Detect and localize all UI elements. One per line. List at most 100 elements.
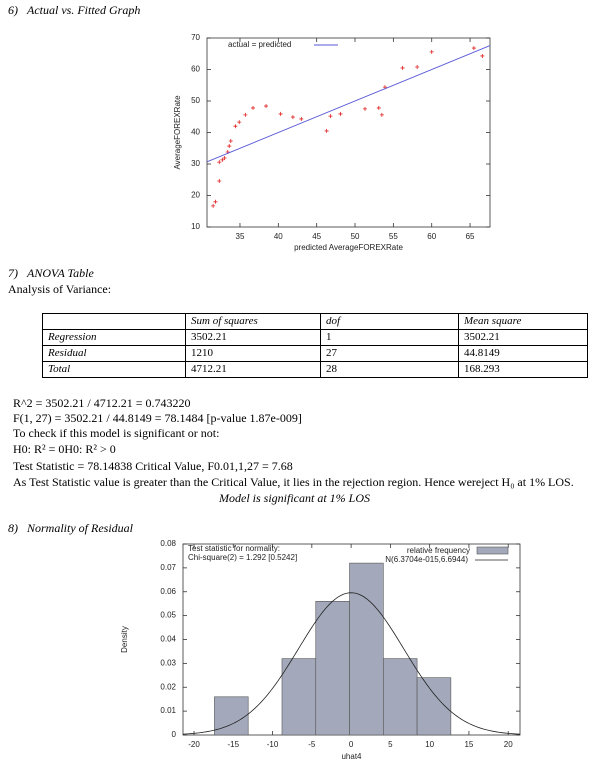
section-number: 6) <box>8 3 18 17</box>
header-cell: dof <box>320 313 459 330</box>
point <box>278 111 283 116</box>
legend-label: relative frequency <box>407 546 470 555</box>
cell: 27 <box>320 345 459 362</box>
legend-label: N(6.3704e-015,6.6944) <box>385 555 468 564</box>
x-tick-label: 0 <box>349 740 354 749</box>
point <box>227 144 232 149</box>
table-header: Sum of squares dof Mean square <box>42 313 588 330</box>
header-cell <box>42 313 186 330</box>
point <box>217 160 222 165</box>
y-axis-label: Density <box>120 626 129 653</box>
row-label: Residual <box>42 345 186 362</box>
cell: 1210 <box>185 345 321 362</box>
x-axis-label: predicted AverageFOREXRate <box>294 243 403 252</box>
bar <box>383 658 418 736</box>
point <box>243 112 248 117</box>
point <box>379 112 384 117</box>
note: F(1, 27) = 3502.21 / 44.8149 = 78.1484 [… <box>13 411 302 425</box>
note: H0: R² = 0H0: R² > 0 <box>13 442 116 456</box>
note: R^2 = 3502.21 / 4712.21 = 0.743220 <box>13 396 191 410</box>
x-tick-label: -10 <box>267 740 279 749</box>
section-number: 7) <box>8 266 18 280</box>
row-label: Regression <box>42 329 186 346</box>
y-tick-label: 0.07 <box>160 563 176 572</box>
y-tick-label: 0.08 <box>160 539 176 548</box>
y-tick-label: 70 <box>191 33 200 42</box>
y-tick-label: 0.06 <box>160 587 176 596</box>
y-tick-label: 10 <box>191 222 200 231</box>
bar <box>281 658 317 736</box>
note: To check if this model is significant or… <box>13 426 220 440</box>
point <box>233 124 238 129</box>
legend-label: actual = predicted <box>228 40 291 49</box>
x-tick-label: 55 <box>389 232 398 241</box>
point <box>217 179 222 184</box>
section-title: Actual vs. Fitted Graph <box>27 3 141 17</box>
point <box>338 111 343 116</box>
cell: 44.8149 <box>458 345 588 362</box>
x-tick-label: 5 <box>388 740 393 749</box>
point <box>213 199 218 204</box>
point <box>264 104 269 109</box>
cell: 168.293 <box>458 361 588 378</box>
bar <box>349 562 384 736</box>
y-tick-label: 0.02 <box>160 682 176 691</box>
row-label: Total <box>42 361 186 378</box>
point <box>211 203 216 208</box>
point <box>400 65 405 70</box>
point <box>251 105 256 110</box>
table-row: Regression 3502.21 1 3502.21 <box>42 329 588 346</box>
x-tick-label: 20 <box>504 740 513 749</box>
legend-swatch <box>476 546 509 555</box>
x-tick-label: 50 <box>351 232 360 241</box>
point <box>299 116 304 121</box>
y-tick-label: 30 <box>191 159 200 168</box>
point <box>480 53 485 58</box>
y-tick-label: 0.01 <box>160 706 176 715</box>
header-cell: Mean square <box>458 313 588 330</box>
table-row: Residual 1210 27 44.8149 <box>42 345 588 362</box>
header-cell: Sum of squares <box>185 313 321 330</box>
section-title: ANOVA Table <box>27 266 94 280</box>
point <box>324 128 329 133</box>
annotation: Test statistic for normality: <box>188 544 280 553</box>
point <box>362 106 367 111</box>
cell: 4712.21 <box>185 361 321 378</box>
x-tick-label: -5 <box>308 740 316 749</box>
cell: 1 <box>320 329 459 346</box>
y-tick-label: 0.03 <box>160 658 176 667</box>
bar <box>315 601 350 736</box>
x-tick-label: 35 <box>236 232 245 241</box>
x-tick-label: 10 <box>425 740 434 749</box>
x-tick-label: -20 <box>188 740 200 749</box>
section-subtitle: Analysis of Variance: <box>8 282 112 296</box>
y-axis-label: AverageFOREXRate <box>173 95 182 170</box>
section-number: 8) <box>8 521 18 535</box>
x-axis-label: uhat4 <box>341 752 362 761</box>
y-tick-label: 60 <box>191 65 200 74</box>
point <box>228 139 233 144</box>
histogram-chart: 0 0.01 0.02 0.03 0.04 0.05 0.06 0.07 0.08 -20 -15 -… <box>120 539 521 761</box>
point <box>328 114 333 119</box>
y-tick-label: 40 <box>191 128 200 137</box>
normal-curve <box>182 592 521 735</box>
note-conclusion: Model is significant at 1% LOS <box>219 491 370 505</box>
x-tick-label: 60 <box>427 232 436 241</box>
y-tick-label: 20 <box>191 191 200 200</box>
plot-frame <box>206 37 491 228</box>
table-row: Total 4712.21 28 168.293 <box>42 361 588 378</box>
point <box>415 64 420 69</box>
cell: 3502.21 <box>185 329 321 346</box>
y-tick-label: 0 <box>172 730 177 739</box>
fit-chart: 10 20 30 40 50 60 70 35 40 45 50 55 60 65 predicted Av… <box>173 33 491 252</box>
point <box>220 157 225 162</box>
x-tick-label: 65 <box>466 232 475 241</box>
x-tick-label: 40 <box>274 232 283 241</box>
cell: 3502.21 <box>458 329 588 346</box>
note: As Test Statistic value is greater than … <box>13 475 574 489</box>
x-tick-label: 45 <box>312 232 321 241</box>
point <box>429 49 434 54</box>
point <box>290 115 295 120</box>
y-tick-label: 0.05 <box>160 611 176 620</box>
point <box>471 46 476 51</box>
